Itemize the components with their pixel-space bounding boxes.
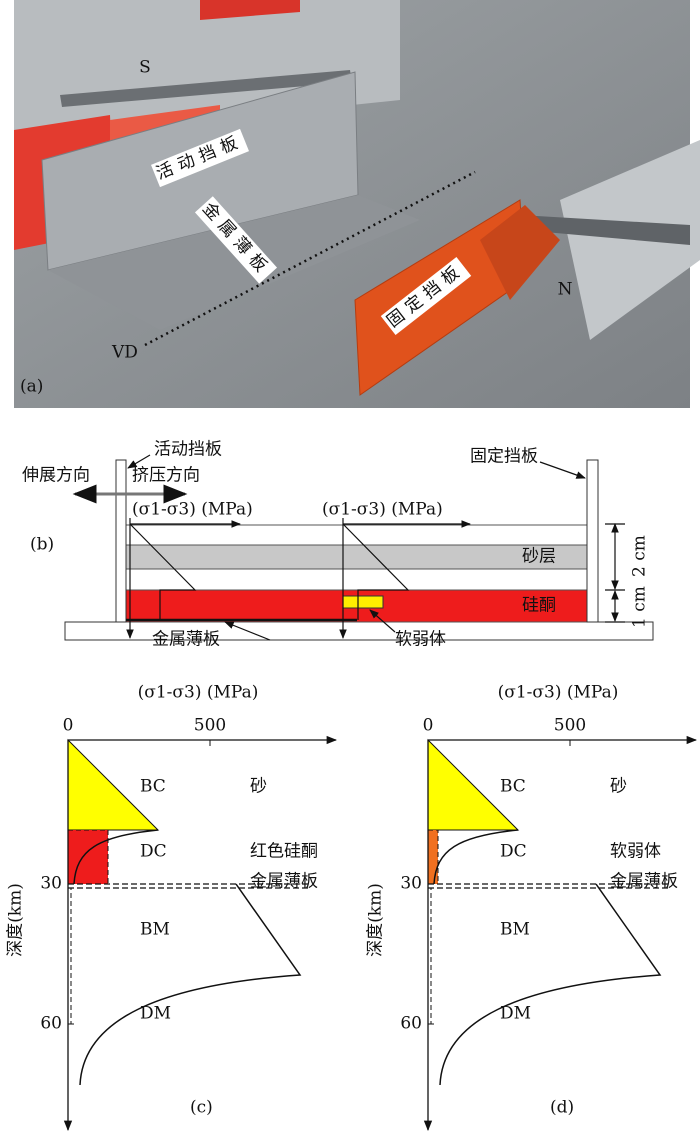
vd-label: VD — [111, 343, 138, 363]
layer-label: DC — [140, 842, 167, 862]
ductile-crust-fill — [428, 830, 438, 884]
north-label: N — [558, 280, 573, 300]
strength-profile: 0 500 30 60 (σ1-σ3) (MPa) 深度(km) BC 砂 DC 红色硅酮金属薄板… — [6, 683, 338, 1132]
x-tick-label: 0 — [423, 716, 434, 736]
ductile-crust-curve — [433, 829, 519, 885]
silicone-label: 硅酮 — [522, 596, 556, 616]
x-tick-label: 500 — [194, 716, 226, 736]
sand-layer-label: 砂层 — [522, 547, 556, 567]
panel-label: (d) — [550, 1098, 574, 1118]
sandbox-labels: (b) 活动挡板 伸展方向 挤压方向 固定挡板 (σ1-σ3) (MPa) (σ… — [22, 440, 650, 650]
weak-body-label: 软弱体 — [395, 630, 446, 650]
moving-plate-label: 活动挡板 — [154, 440, 222, 460]
layer-label: BC — [140, 777, 166, 797]
x-axis-title: (σ1-σ3) (MPa) — [138, 683, 259, 703]
layer-label: DC — [500, 842, 527, 862]
y-tick-label: 60 — [400, 1014, 422, 1034]
silicone-thickness: 1 cm — [630, 586, 650, 628]
brittle-mantle-envelope — [439, 883, 662, 1086]
dashed-envelope — [428, 887, 432, 1024]
layer-label: BM — [140, 920, 170, 940]
layer-label: BM — [500, 920, 530, 940]
y-tick-label: 60 — [40, 1014, 62, 1034]
x-tick-label: 500 — [554, 716, 586, 736]
strength-profiles: 0 500 30 60 (σ1-σ3) (MPa) 深度(km) BC 砂 DC 红色硅酮金属薄板… — [6, 683, 698, 1132]
panel-label: (a) — [20, 377, 43, 397]
layer-label: BC — [500, 777, 526, 797]
material-label: 砂 — [250, 777, 267, 797]
panel-label: (c) — [190, 1098, 213, 1118]
metal-sheet-label: 金属薄板 — [152, 630, 220, 650]
y-axis-title: 深度(km) — [6, 883, 26, 957]
extension-label: 伸展方向 — [22, 466, 90, 486]
layer-label: DM — [140, 1004, 171, 1024]
compression-label: 挤压方向 — [132, 466, 200, 486]
ductile-crust-fill — [68, 830, 108, 884]
y-axis-title: 深度(km) — [366, 883, 386, 957]
sandbox-diagram — [64, 454, 654, 641]
panel-label: (b) — [30, 535, 54, 555]
photo — [14, 0, 700, 408]
brittle-mantle-envelope — [79, 883, 302, 1086]
sand-thickness: 2 cm — [630, 535, 650, 577]
material-label: 软弱体 — [610, 842, 661, 862]
layer-label: DM — [500, 1004, 531, 1024]
stress-axis-title: (σ1-σ3) (MPa) — [132, 500, 253, 520]
material-label: 砂 — [610, 777, 627, 797]
x-tick-label: 0 — [63, 716, 74, 736]
dashed-envelope — [68, 829, 109, 884]
dashed-envelope — [428, 829, 439, 884]
y-tick-label: 30 — [400, 874, 422, 894]
fixed-plate-label: 固定挡板 — [470, 447, 538, 467]
x-axis-title: (σ1-σ3) (MPa) — [498, 683, 619, 703]
y-tick-label: 30 — [40, 874, 62, 894]
south-label: S — [139, 58, 151, 78]
stress-axis-title: (σ1-σ3) (MPa) — [322, 500, 443, 520]
ductile-crust-curve — [73, 829, 159, 885]
material-label: 红色硅酮 — [250, 842, 318, 862]
dashed-envelope — [68, 887, 72, 1024]
material-label: 金属薄板 — [610, 872, 678, 892]
material-label: 金属薄板 — [250, 872, 318, 892]
